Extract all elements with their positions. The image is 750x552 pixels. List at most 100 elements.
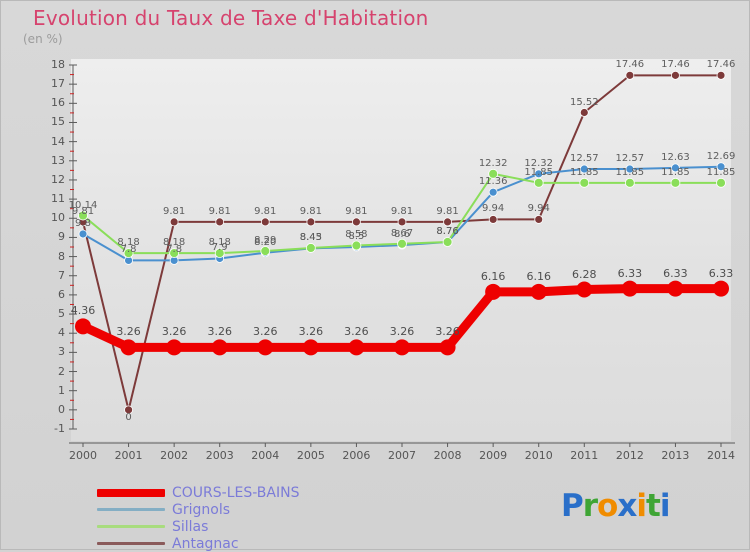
data-point-label: 9.81 (436, 205, 459, 217)
data-point-label: 12.57 (569, 153, 599, 165)
y-axis-tick-label: 3 (58, 345, 65, 359)
data-point-label: 8.29 (254, 235, 277, 247)
y-axis-tick-label: -1 (54, 422, 65, 435)
y-axis-tick-label: 15 (51, 115, 65, 129)
legend-label: Grignols (172, 501, 231, 518)
data-point-label: 8.18 (208, 237, 231, 249)
series-sillas (78, 168, 726, 259)
data-point-label: 8.6 (394, 229, 410, 241)
data-point-label: 8.18 (117, 237, 140, 249)
x-axis-tick-label: 2007 (388, 449, 416, 462)
data-point-label: 9.81 (71, 205, 95, 217)
data-point-label: 3.26 (207, 325, 232, 339)
y-axis-tick-label: 16 (51, 96, 65, 110)
proxiti-logo: Proxiti (561, 488, 671, 524)
data-point-label: 8.67 (390, 227, 414, 239)
y-axis-tick-label: 7 (58, 268, 65, 282)
y-axis-tick-label: 9 (58, 230, 65, 244)
legend-item-grignols[interactable]: Grignols (97, 501, 299, 518)
logo-letter: x (617, 488, 637, 524)
x-axis-tick-label: 2001 (114, 449, 143, 462)
data-point-label: 8.18 (163, 237, 186, 249)
data-point-label: 9.94 (482, 203, 505, 215)
x-axis-tick-label: 2004 (251, 449, 280, 462)
logo-letter: P (561, 488, 584, 524)
data-point-label: 6.16 (526, 269, 551, 283)
data-point-label: 11.85 (706, 166, 736, 178)
data-point-label: 12.57 (615, 153, 645, 165)
logo-letter: i (636, 488, 647, 524)
logo-letter: t (645, 488, 661, 524)
data-point-label: 3.26 (253, 325, 278, 339)
page-title: Evolution du Taux de Taxe d'Habitation (33, 6, 429, 30)
x-axis-tick-label: 2011 (570, 449, 599, 462)
legend-item-antagnac[interactable]: Antagnac (97, 535, 299, 552)
data-point-label: 9.81 (254, 205, 277, 217)
legend-color-swatch (97, 508, 165, 511)
data-point-label: 8.45 (299, 231, 322, 243)
logo-letter: o (597, 488, 618, 524)
data-point-label: 6.28 (572, 267, 597, 281)
data-point-label: 15.52 (569, 96, 599, 108)
data-point-label: 7.9 (211, 242, 228, 254)
x-axis-tick-label: 2013 (661, 449, 690, 462)
x-axis-tick-label: 2010 (524, 449, 553, 462)
data-point-label: 9.94 (527, 203, 550, 215)
data-point-label: 12.63 (661, 151, 690, 163)
data-point-label: 8.20 (254, 236, 277, 248)
legend-item-cours-les-bains[interactable]: COURS-LES-BAINS (97, 484, 299, 501)
y-axis-tick-label: 12 (51, 172, 65, 186)
data-point-label: 9.81 (163, 205, 186, 217)
legend-color-swatch (97, 542, 165, 545)
logo-letter: r (582, 488, 598, 524)
data-point-label: 9.81 (208, 205, 231, 217)
y-axis-tick-label: 17 (51, 77, 65, 91)
x-axis-tick-label: 2002 (160, 449, 189, 462)
chart-legend: COURS-LES-BAINS Grignols Sillas Antagnac (97, 484, 299, 552)
y-axis-tick-label: 6 (58, 287, 65, 301)
y-axis-tick-label: 1 (58, 383, 65, 397)
series-layer (75, 70, 729, 415)
data-point-label: 11.85 (615, 166, 645, 178)
logo-letter: i (659, 488, 671, 524)
y-axis-tick-label: 11 (51, 192, 65, 206)
data-point-label: 8.43 (299, 232, 322, 244)
series-cours-les-bains (75, 280, 729, 356)
data-point-label: 3.26 (116, 325, 141, 339)
chart-unit-subtitle: (en %) (23, 32, 63, 46)
legend-color-swatch (97, 525, 165, 528)
x-axis-tick-label: 2008 (433, 449, 462, 462)
x-axis-tick-label: 2009 (479, 449, 508, 462)
data-point-label: 11.85 (661, 166, 690, 178)
data-point-label: 17.46 (706, 59, 736, 71)
data-point-label: 7.8 (166, 244, 183, 256)
y-axis-tick-label: 13 (51, 153, 65, 167)
x-axis-tick-label: 2014 (707, 449, 735, 462)
data-point-label: 8.5 (348, 231, 365, 242)
y-axis-tick-label: 4 (58, 326, 65, 340)
data-point-label: 11.85 (569, 166, 599, 178)
plot-area (71, 59, 731, 441)
legend-label: Antagnac (172, 535, 239, 552)
data-point-label: 3.26 (161, 325, 187, 339)
data-point-label: 10.14 (68, 199, 98, 211)
data-point-label: 6.16 (480, 269, 506, 283)
legend-item-sillas[interactable]: Sillas (97, 518, 299, 535)
data-point-label: 8.58 (345, 229, 368, 241)
x-axis-tick-label: 2006 (342, 449, 371, 462)
data-point-label: 3.26 (298, 325, 324, 339)
y-axis-tick-label: 8 (58, 249, 65, 263)
legend-label: Sillas (172, 518, 209, 535)
data-point-label: 11.36 (478, 176, 508, 188)
x-axis-tick-label: 2000 (69, 449, 97, 462)
data-point-label: 12.69 (706, 150, 736, 162)
data-point-label: 0 (125, 411, 132, 423)
axes-layer (69, 64, 735, 447)
y-axis-tick-label: 14 (51, 134, 65, 148)
data-point-label: 4.36 (70, 304, 96, 318)
data-point-label: 9.81 (345, 205, 368, 217)
y-axis-tick-label: 0 (58, 402, 65, 416)
data-point-label: 3.26 (344, 325, 369, 339)
